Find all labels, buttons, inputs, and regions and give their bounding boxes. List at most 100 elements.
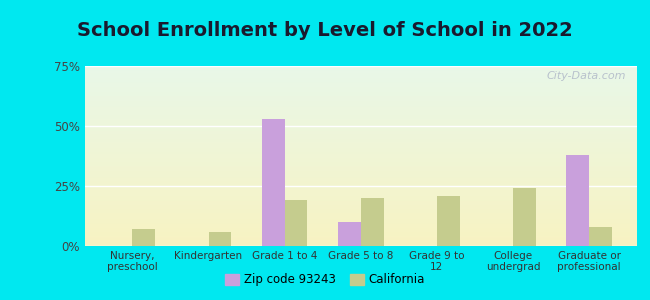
Bar	[84, 206, 637, 207]
Bar	[84, 115, 637, 116]
Bar	[84, 134, 637, 135]
Bar	[84, 198, 637, 199]
Bar	[84, 235, 637, 236]
Bar	[437, 196, 460, 246]
Bar	[84, 194, 637, 195]
Bar	[84, 207, 637, 208]
Bar	[84, 86, 637, 87]
Bar	[84, 104, 637, 105]
Bar	[84, 94, 637, 95]
Bar	[513, 188, 536, 246]
Bar	[84, 184, 637, 185]
Bar	[84, 158, 637, 159]
Bar	[84, 124, 637, 125]
Bar	[84, 179, 637, 180]
Bar	[84, 80, 637, 81]
Bar	[84, 222, 637, 223]
Bar	[84, 177, 637, 178]
Bar	[84, 193, 637, 194]
Bar	[84, 188, 637, 189]
Bar	[84, 200, 637, 201]
Bar	[84, 191, 637, 192]
Bar	[84, 93, 637, 94]
Bar	[84, 162, 637, 163]
Bar	[84, 238, 637, 239]
Bar	[84, 205, 637, 206]
Bar	[84, 170, 637, 171]
Bar	[84, 153, 637, 154]
Bar	[84, 83, 637, 84]
Bar	[285, 200, 307, 246]
Bar	[84, 197, 637, 198]
Bar	[84, 102, 637, 103]
Bar	[84, 100, 637, 101]
Bar	[84, 152, 637, 153]
Bar	[84, 97, 637, 98]
Bar	[84, 243, 637, 244]
Bar	[84, 87, 637, 88]
Bar	[84, 155, 637, 156]
Bar	[84, 113, 637, 114]
Bar	[84, 95, 637, 96]
Bar	[84, 105, 637, 106]
Bar	[84, 84, 637, 85]
Bar	[84, 208, 637, 209]
Bar	[84, 98, 637, 99]
Bar	[84, 91, 637, 92]
Bar	[84, 145, 637, 146]
Bar	[84, 122, 637, 123]
Bar	[84, 121, 637, 122]
Bar	[84, 234, 637, 235]
Bar	[84, 215, 637, 216]
Bar	[84, 137, 637, 138]
Bar	[84, 130, 637, 131]
Bar	[84, 76, 637, 77]
Bar	[84, 176, 637, 177]
Bar	[84, 216, 637, 217]
Bar	[84, 190, 637, 191]
Bar	[84, 106, 637, 107]
Text: School Enrollment by Level of School in 2022: School Enrollment by Level of School in …	[77, 21, 573, 40]
Bar	[84, 211, 637, 212]
Legend: Zip code 93243, California: Zip code 93243, California	[220, 269, 430, 291]
Bar	[209, 232, 231, 246]
Bar	[84, 236, 637, 237]
Bar	[84, 133, 637, 134]
Bar	[84, 159, 637, 160]
Bar	[84, 77, 637, 78]
Bar	[84, 132, 637, 133]
Bar	[84, 180, 637, 181]
Bar	[84, 116, 637, 117]
Bar	[84, 138, 637, 139]
Bar	[84, 148, 637, 149]
Bar	[84, 126, 637, 127]
Bar	[84, 160, 637, 161]
Bar	[566, 155, 589, 246]
Bar	[84, 70, 637, 71]
Bar	[589, 227, 612, 246]
Bar	[84, 165, 637, 166]
Bar	[84, 161, 637, 162]
Bar	[84, 168, 637, 169]
Bar	[84, 185, 637, 186]
Bar	[84, 149, 637, 150]
Bar	[84, 166, 637, 167]
Bar	[84, 119, 637, 120]
Bar	[84, 112, 637, 113]
Bar	[84, 189, 637, 190]
Bar	[84, 68, 637, 69]
Bar	[84, 219, 637, 220]
Bar	[84, 239, 637, 240]
Bar	[84, 154, 637, 155]
Bar	[84, 82, 637, 83]
Bar	[84, 156, 637, 157]
Bar	[84, 241, 637, 242]
Bar	[84, 224, 637, 225]
Bar	[84, 245, 637, 246]
Bar	[84, 175, 637, 176]
Bar	[84, 181, 637, 182]
Bar	[84, 202, 637, 203]
Bar	[84, 114, 637, 115]
Bar	[84, 242, 637, 243]
Bar	[84, 79, 637, 80]
